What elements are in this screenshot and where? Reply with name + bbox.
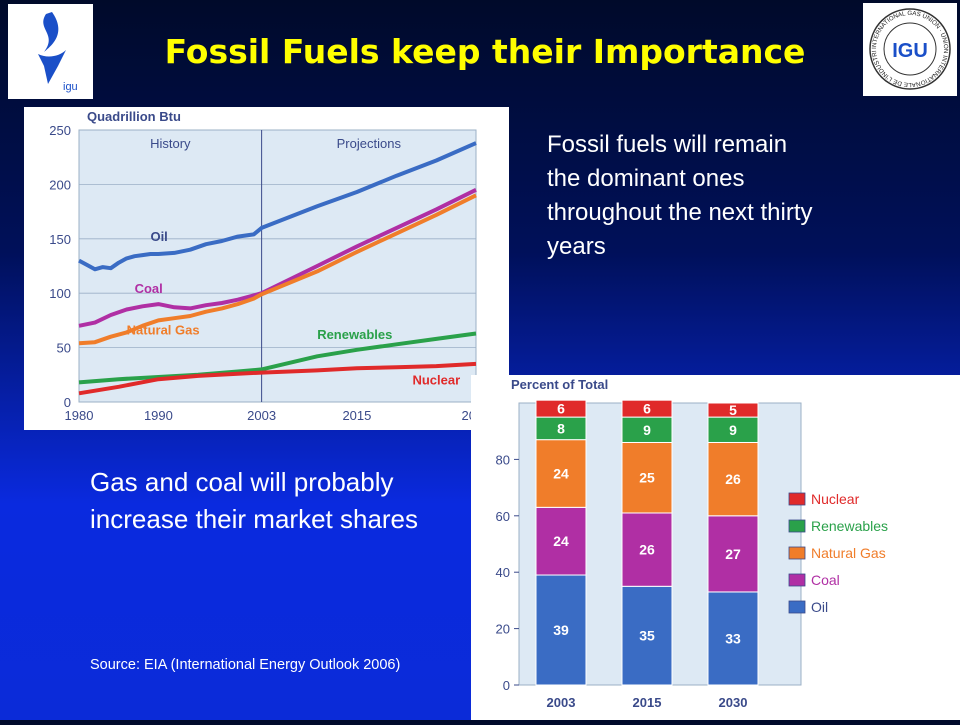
y-tick-label: 150	[49, 232, 71, 247]
bar-value-label: 8	[557, 420, 565, 436]
y-axis-title: Quadrillion Btu	[87, 109, 181, 124]
y-tick-label: 40	[496, 565, 510, 580]
bar-segment-coal	[707, 515, 759, 593]
y-tick-label: 20	[496, 622, 510, 637]
series-line-nuclear	[78, 361, 477, 396]
legend-label-oil: Oil	[811, 599, 828, 615]
x-tick-label: 2015	[342, 408, 371, 423]
y-tick-label: 0	[503, 678, 510, 693]
bar-chart-panel: Percent of Total 0 20 40 60 80 39 24 24 8 6 2003 35 2…	[471, 375, 960, 720]
page-title: Fossil Fuels keep their Importance	[164, 32, 806, 71]
series-label-oil: Oil	[150, 229, 167, 244]
bar-segment-renewables	[707, 416, 759, 443]
x-tick-label: 1990	[144, 408, 173, 423]
plot-area	[78, 129, 477, 403]
seal-mark: IGU	[892, 40, 928, 62]
bar-segment-nuclear	[621, 399, 673, 418]
bar-value-label: 39	[553, 622, 569, 638]
y-tick-label: 250	[49, 123, 71, 138]
series-line-natural-gas	[78, 193, 477, 346]
bar-value-label: 9	[729, 422, 737, 438]
series-label-nuclear: Nuclear	[412, 373, 460, 388]
y-tick-label: 60	[496, 509, 510, 524]
legend-label-natural-gas: Natural Gas	[811, 545, 886, 561]
bar-segment-coal	[535, 506, 587, 576]
fossil-fuels-statement: Fossil fuels will remain the dominant on…	[547, 131, 813, 260]
igu-logo-left: igu	[8, 4, 93, 99]
bar-value-label: 25	[639, 470, 655, 486]
x-tick-label: 2030	[719, 695, 748, 710]
legend-swatch-oil	[788, 600, 806, 614]
logo-left-mark: igu	[63, 81, 78, 93]
igu-logo-right: INTERNATIONAL GAS UNION · UNION INTERNAT…	[861, 0, 957, 96]
bar-segment-natural-gas	[707, 441, 759, 517]
line-chart-panel: 05010015020025019801990200320152030Quadr…	[24, 107, 509, 430]
series-label-renewables: Renewables	[317, 327, 392, 342]
series-label-natural-gas: Natural Gas	[127, 323, 200, 338]
x-tick-label: 2003	[547, 695, 576, 710]
y-tick-label: 0	[64, 395, 71, 410]
legend-label-coal: Coal	[811, 572, 840, 588]
gas-coal-statement: Gas and coal will probably increase thei…	[90, 467, 419, 534]
bar-value-label: 27	[725, 546, 741, 562]
y-tick-label: 80	[496, 452, 510, 467]
legend-label-renewables: Renewables	[811, 518, 888, 534]
flame-icon	[43, 12, 59, 52]
series-label-coal: Coal	[135, 281, 163, 296]
stacked-bar-chart: Percent of Total 0 20 40 60 80 39 24 24 8 6 2003 35 2…	[496, 377, 889, 710]
torch-icon	[38, 50, 66, 84]
bar-value-label: 9	[643, 422, 651, 438]
legend-swatch-nuclear	[788, 492, 806, 506]
legend-swatch-renewables	[788, 519, 806, 533]
bar-segment-natural-gas	[535, 439, 587, 508]
region-label-projections: Projections	[337, 136, 402, 151]
bar-value-label: 26	[725, 471, 741, 487]
legend-swatch-coal	[788, 573, 806, 587]
y-axis-title: Percent of Total	[511, 377, 608, 392]
x-tick-label: 2003	[247, 408, 276, 423]
bar-segment-oil	[707, 591, 759, 686]
bar-value-label: 33	[725, 630, 741, 646]
series-line-oil	[78, 141, 477, 272]
bar-segment-nuclear	[535, 399, 587, 418]
bar-segment-natural-gas	[621, 441, 673, 514]
bar-value-label: 26	[639, 542, 655, 558]
source-note: Source: EIA (International Energy Outloo…	[90, 657, 401, 673]
x-tick-label: 1980	[65, 408, 94, 423]
y-tick-label: 200	[49, 177, 71, 192]
line-chart: 05010015020025019801990200320152030Quadr…	[49, 109, 490, 423]
bar-value-label: 5	[729, 402, 737, 418]
bar-value-label: 6	[557, 401, 565, 417]
series-line-coal	[78, 188, 477, 328]
legend-swatch-natural-gas	[788, 546, 806, 560]
bar-segment-nuclear	[707, 402, 759, 418]
seal-ring-outer	[869, 8, 951, 90]
bar-value-label: 35	[639, 628, 655, 644]
region-label-history: History	[150, 136, 191, 151]
bar-segment-oil	[621, 585, 673, 686]
y-tick-label: 100	[49, 286, 71, 301]
bar-value-label: 24	[553, 466, 569, 482]
bar-segment-oil	[535, 574, 587, 686]
bar-value-label: 6	[643, 401, 651, 417]
x-tick-label: 2015	[633, 695, 662, 710]
legend-label-nuclear: Nuclear	[811, 491, 860, 507]
seal-ring-inner	[883, 22, 937, 76]
y-tick-label: 50	[57, 341, 71, 356]
series-line-renewables	[78, 331, 477, 385]
bar-value-label: 24	[553, 533, 569, 549]
